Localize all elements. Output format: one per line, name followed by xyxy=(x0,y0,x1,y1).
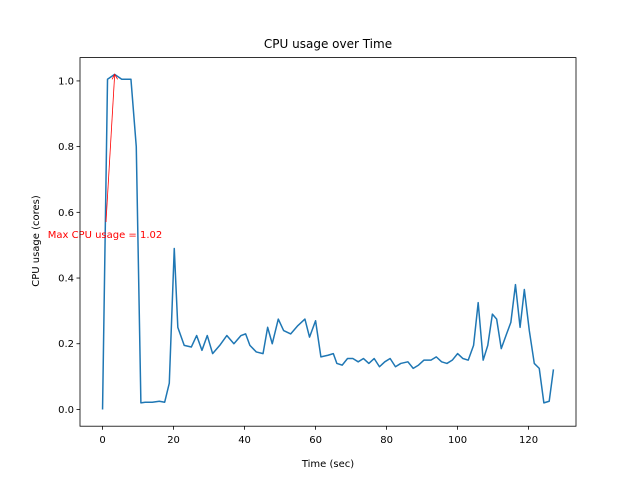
chart-title: CPU usage over Time xyxy=(264,37,392,51)
y-tick-label: 1.0 xyxy=(58,76,74,87)
y-tick-label: 0.0 xyxy=(58,405,74,416)
plot-frame xyxy=(79,57,577,427)
y-tick-label: 0.4 xyxy=(58,274,74,285)
x-tick-label: 0 xyxy=(99,435,105,446)
x-axis-label: Time (sec) xyxy=(301,459,354,470)
annotation-text: Max CPU usage = 1.02 xyxy=(48,230,163,241)
x-tick-label: 120 xyxy=(519,435,538,446)
annotation-arrowhead xyxy=(111,73,118,80)
data-line xyxy=(101,73,555,410)
x-tick-label: 100 xyxy=(448,435,467,446)
x-tick-label: 60 xyxy=(309,435,322,446)
y-tick-label: 0.2 xyxy=(58,339,74,350)
y-tick-label: 0.8 xyxy=(58,142,74,153)
x-tick-label: 20 xyxy=(167,435,180,446)
y-axis-label: CPU usage (cores) xyxy=(31,195,42,287)
x-tick-label: 40 xyxy=(238,435,251,446)
x-tick-label: 80 xyxy=(380,435,393,446)
y-tick-label: 0.6 xyxy=(58,208,74,219)
annotation-arrow xyxy=(105,75,116,223)
